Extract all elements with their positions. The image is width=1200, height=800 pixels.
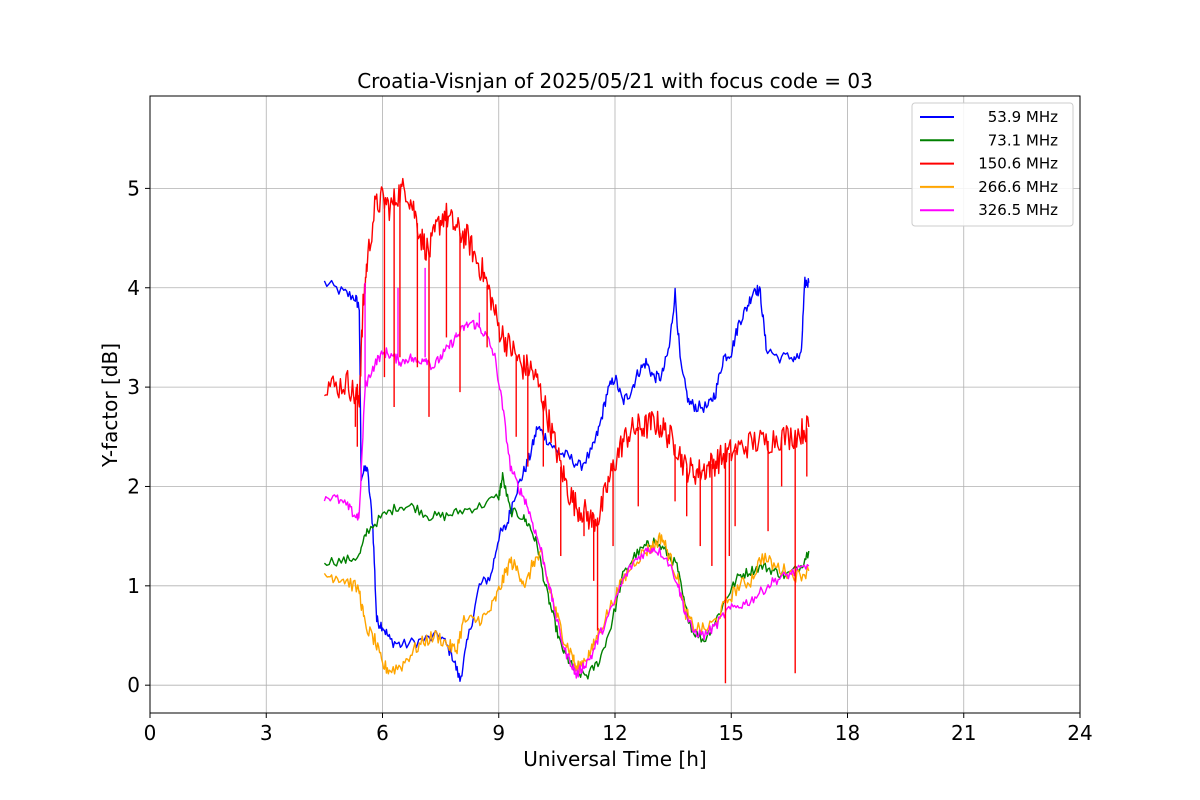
series-line-2 bbox=[324, 177, 810, 532]
y-tick-label-0: 0 bbox=[127, 673, 140, 697]
x-tick-label-8: 24 bbox=[1067, 721, 1092, 745]
x-tick-label-1: 3 bbox=[260, 721, 273, 745]
y-axis-label: Y-factor [dB] bbox=[98, 343, 122, 468]
y-tick-label-4: 4 bbox=[127, 276, 140, 300]
chart-title: Croatia-Visnjan of 2025/05/21 with focus… bbox=[357, 69, 873, 93]
x-tick-label-5: 15 bbox=[719, 721, 744, 745]
legend: 53.9 MHz 73.1 MHz 150.6 MHz 266.6 MHz 326.5 … bbox=[911, 102, 1074, 227]
x-tick-label-2: 6 bbox=[376, 721, 389, 745]
legend-label-3: 266.6 MHz bbox=[978, 178, 1058, 196]
x-tick-label-6: 18 bbox=[835, 721, 860, 745]
y-tick-label-3: 3 bbox=[127, 375, 140, 399]
series-line-3 bbox=[323, 532, 810, 675]
series-layer bbox=[323, 177, 810, 684]
x-tick-label-7: 21 bbox=[951, 721, 976, 745]
legend-box bbox=[911, 102, 1074, 227]
legend-label-4: 326.5 MHz bbox=[978, 201, 1058, 219]
legend-label-2: 150.6 MHz bbox=[978, 155, 1058, 173]
y-tick-label-1: 1 bbox=[127, 574, 140, 598]
y-tick-label-2: 2 bbox=[127, 474, 140, 498]
y-axis: 0 1 2 3 4 5 bbox=[127, 176, 150, 697]
x-axis-label: Universal Time [h] bbox=[523, 747, 706, 771]
y-tick-label-5: 5 bbox=[127, 176, 140, 200]
series-line-0 bbox=[323, 276, 810, 682]
x-axis: 0 3 6 9 12 15 18 21 24 bbox=[144, 713, 1093, 745]
x-tick-label-3: 9 bbox=[492, 721, 505, 745]
legend-label-1: 73.1 MHz bbox=[988, 131, 1058, 149]
x-tick-label-4: 12 bbox=[602, 721, 627, 745]
series-line-4 bbox=[323, 319, 810, 679]
x-tick-label-0: 0 bbox=[144, 721, 157, 745]
legend-label-0: 53.9 MHz bbox=[988, 108, 1058, 126]
series-line-1 bbox=[323, 472, 810, 680]
